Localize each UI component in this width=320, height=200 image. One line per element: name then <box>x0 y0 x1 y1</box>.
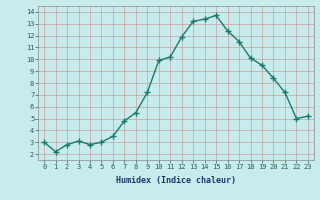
X-axis label: Humidex (Indice chaleur): Humidex (Indice chaleur) <box>116 176 236 185</box>
